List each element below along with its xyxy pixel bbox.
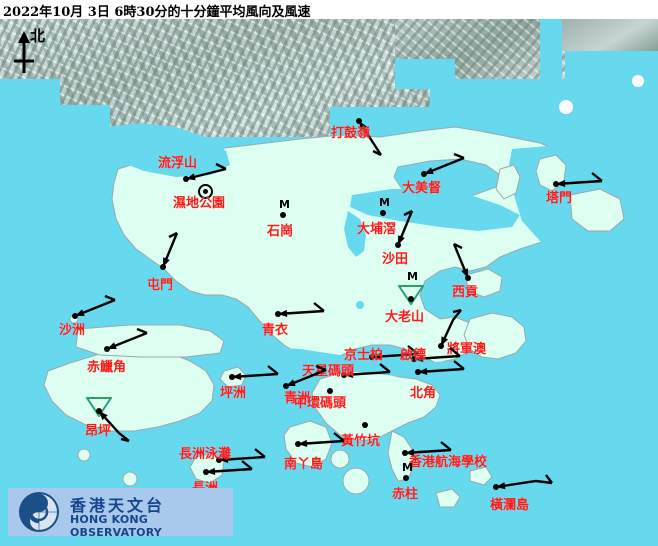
station-label: 青衣: [262, 323, 289, 338]
hk-landmass: [43, 75, 644, 508]
station-dot: [362, 422, 368, 428]
wind-barb-icon: [205, 460, 253, 476]
wind-barb-icon: [357, 120, 383, 157]
station-label: 沙田: [382, 252, 409, 267]
station-label: 南丫島: [284, 457, 324, 472]
station-label: 北角: [410, 386, 437, 401]
station-m-marker: M: [402, 461, 413, 474]
north-label: 北: [30, 27, 46, 45]
wind-barb-icon: [439, 308, 462, 347]
wind-barb-icon: [423, 152, 465, 176]
map-canvas: 北 打鼓嶺 流浮山 濕地公園 大美督 塔門 M 大埔滘 M 石崗 沙田 屯門 西貢 M 大老山 沙洲 青衣 將軍…: [0, 19, 658, 546]
station-circle-center: [203, 189, 208, 194]
water-mask: [395, 59, 455, 89]
station-dot: [380, 210, 386, 216]
hko-logo-zh: 香港天文台: [70, 496, 166, 515]
wind-barb-icon: [185, 162, 227, 181]
wind-barb-icon: [495, 474, 553, 490]
station-label: 赤柱: [392, 487, 419, 502]
hko-logo-en: HONG KONG OBSERVATORY: [70, 513, 162, 539]
station-label: 大美督: [402, 181, 442, 196]
wind-barb-icon: [231, 365, 279, 381]
wind-barb-icon: [343, 363, 391, 379]
wind-barb-icon: [285, 364, 327, 388]
station-label: 塔門: [546, 191, 573, 206]
wind-barb-icon: [161, 231, 179, 268]
station-label: 青洲: [284, 391, 311, 406]
station-m-marker: M: [407, 270, 418, 283]
station-label: 大老山: [385, 310, 425, 325]
wind-barb-icon: [297, 432, 345, 448]
wind-barb-icon: [452, 242, 470, 279]
wind-barb-icon: [371, 345, 419, 361]
station-label: 香港航海學校: [409, 455, 488, 470]
wind-barb-icon: [218, 448, 266, 464]
station-label: 濕地公園: [173, 196, 226, 211]
wind-barb-icon: [404, 441, 452, 457]
wind-barb-icon: [98, 410, 130, 443]
station-label: 黃竹坑: [341, 434, 381, 449]
station-label: 中環碼頭: [294, 396, 347, 411]
station-label: 大埔滘: [357, 222, 397, 237]
hko-logo-band: 香港天文台 HONG KONG OBSERVATORY: [8, 488, 233, 539]
station-label: 坪洲: [220, 386, 247, 401]
wind-barb-icon: [106, 327, 148, 351]
station-label: 流浮山: [158, 156, 198, 171]
wind-barb-icon: [413, 347, 461, 363]
water-mask: [0, 105, 110, 137]
wind-barb-icon: [74, 294, 116, 318]
station-label: 西貢: [452, 285, 479, 300]
water-mask: [540, 19, 562, 79]
station-dot: [327, 388, 333, 394]
station-label: 昂坪: [85, 424, 112, 439]
station-circle-marker: [198, 184, 213, 199]
station-label: 長洲泳灘: [179, 447, 232, 462]
station-label: 橫瀾島: [490, 498, 530, 513]
station-triangle-marker: [398, 285, 424, 305]
station-label: 屯門: [147, 278, 174, 293]
wind-barb-icon: [396, 209, 414, 246]
station-m-marker: M: [279, 198, 290, 211]
north-arrow-icon: [14, 31, 34, 73]
wind-barb-icon: [417, 360, 465, 376]
station-dot: [403, 475, 409, 481]
hko-logo-icon: [19, 492, 59, 532]
station-m-marker: M: [379, 196, 390, 209]
station-label: 沙洲: [59, 323, 86, 338]
station-dot: [408, 296, 414, 302]
station-label: 赤鱲角: [87, 360, 127, 375]
station-label: 石崗: [267, 224, 294, 239]
station-triangle-marker: [86, 397, 112, 417]
wind-barb-icon: [277, 302, 325, 318]
title-bar: 2022年10月 3日 6時30分的十分鐘平均風向及風速: [0, 0, 658, 20]
station-dot: [280, 212, 286, 218]
station-label: 打鼓嶺: [331, 126, 371, 141]
wind-barb-icon: [555, 172, 603, 188]
station-label: 啟德: [400, 348, 427, 363]
page-title: 2022年10月 3日 6時30分的十分鐘平均風向及風速: [3, 5, 311, 20]
station-label: 京士柏: [344, 348, 384, 363]
terrain-far-northeast: [560, 19, 658, 51]
